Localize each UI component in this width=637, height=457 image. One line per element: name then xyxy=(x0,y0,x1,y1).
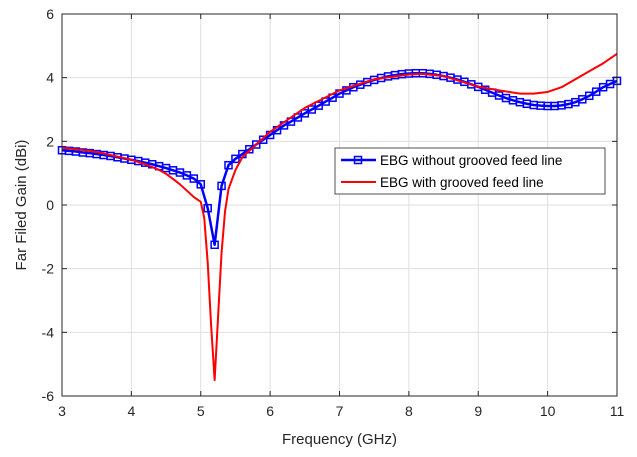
y-tick-label: -2 xyxy=(42,261,55,277)
y-tick-label: -4 xyxy=(42,324,55,340)
x-tick-label: 4 xyxy=(127,403,135,419)
x-tick-label: 9 xyxy=(474,403,482,419)
y-tick-label: 0 xyxy=(46,197,54,213)
series-1-point xyxy=(196,180,205,189)
x-tick-label: 3 xyxy=(58,403,66,419)
y-tick-label: 4 xyxy=(46,70,54,86)
x-tick-label: 6 xyxy=(266,403,274,419)
y-tick-label: -6 xyxy=(42,388,55,404)
y-tick-label: 2 xyxy=(46,133,54,149)
x-axis-label: Frequency (GHz) xyxy=(282,431,397,448)
series-1-point xyxy=(245,145,254,154)
series-layer xyxy=(57,52,622,382)
x-tick-label: 7 xyxy=(336,403,344,419)
x-tick-label: 11 xyxy=(610,403,625,419)
series-1-point xyxy=(203,203,212,213)
ticks: 3 4 5 6 7 8 9 10 11 -6 -4 -2 0 2 4 6 xyxy=(42,6,625,419)
legend-label-series-1: EBG without grooved feed line xyxy=(380,153,562,168)
legend: EBG without grooved feed line EBG with g… xyxy=(334,147,606,195)
series-1-point xyxy=(217,181,226,191)
legend-marker-series-1 xyxy=(353,155,363,165)
series-1-point xyxy=(591,87,601,96)
series-1-point xyxy=(258,135,268,144)
series-1-point xyxy=(189,174,199,183)
x-tick-label: 8 xyxy=(405,403,413,419)
y-axis-label: Far Filed Gain (dBi) xyxy=(13,140,30,271)
legend-label-series-2: EBG with grooved feed line xyxy=(380,175,544,190)
series-1-point xyxy=(231,154,240,164)
series-1-point xyxy=(224,160,233,170)
x-tick-label: 5 xyxy=(197,403,205,419)
series-1-point xyxy=(210,240,219,250)
x-tick-label: 10 xyxy=(540,403,556,419)
series-1-point xyxy=(252,140,261,149)
series-line-2 xyxy=(61,52,618,382)
legend-box xyxy=(334,147,606,195)
series-line-1 xyxy=(61,71,618,247)
y-tick-label: 6 xyxy=(46,6,54,22)
